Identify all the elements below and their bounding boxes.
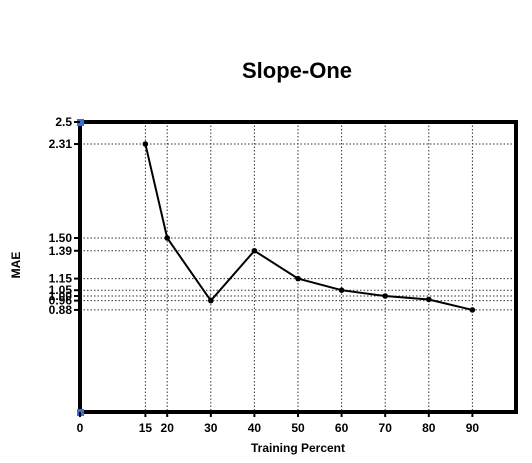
data-point [338, 287, 345, 294]
x-tick-label: 20 [161, 421, 175, 435]
data-point [142, 141, 149, 147]
y-tick-label: 2.5 [55, 115, 72, 129]
data-point [164, 235, 170, 241]
x-tick-label: 30 [204, 421, 218, 435]
series-line [144, 143, 473, 311]
data-point [295, 275, 301, 282]
x-tick-label: 15 [139, 421, 153, 435]
y-axis-label: MAE [9, 252, 23, 279]
x-tick-label: 90 [466, 421, 480, 435]
data-point [426, 296, 432, 303]
x-axis-label: Training Percent [251, 441, 345, 455]
data-point [251, 247, 258, 254]
x-tick-label: 80 [422, 421, 436, 435]
y-tick-label: 1.15 [49, 272, 73, 286]
y-tick-label: 0.96 [49, 294, 73, 308]
data-point [469, 307, 476, 313]
y-tick-label: 1.50 [49, 231, 73, 245]
x-tick-label: 50 [291, 421, 305, 435]
data-point [208, 297, 214, 304]
x-tick-label: 0 [77, 421, 84, 435]
y-tick-label: 1.39 [49, 244, 73, 258]
x-tick-label: 60 [335, 421, 349, 435]
y-tick-label: 2.31 [49, 137, 73, 151]
top-left-marker [77, 119, 84, 126]
y-tick-label: 1.00 [49, 289, 73, 303]
x-tick-label: 40 [248, 421, 262, 435]
y-tick-label: 1.05 [49, 283, 73, 297]
grid-layer [80, 122, 516, 412]
chart-title: Slope-One [242, 58, 352, 83]
tick-layer: 0 15 20 30 40 50 60 70 80 90 0.880.961.001.051.15 1… [49, 115, 480, 435]
data-point [382, 293, 389, 299]
y-tick-label: 0.88 [49, 303, 73, 317]
x-tick-label: 70 [379, 421, 393, 435]
series-layer [142, 141, 476, 313]
